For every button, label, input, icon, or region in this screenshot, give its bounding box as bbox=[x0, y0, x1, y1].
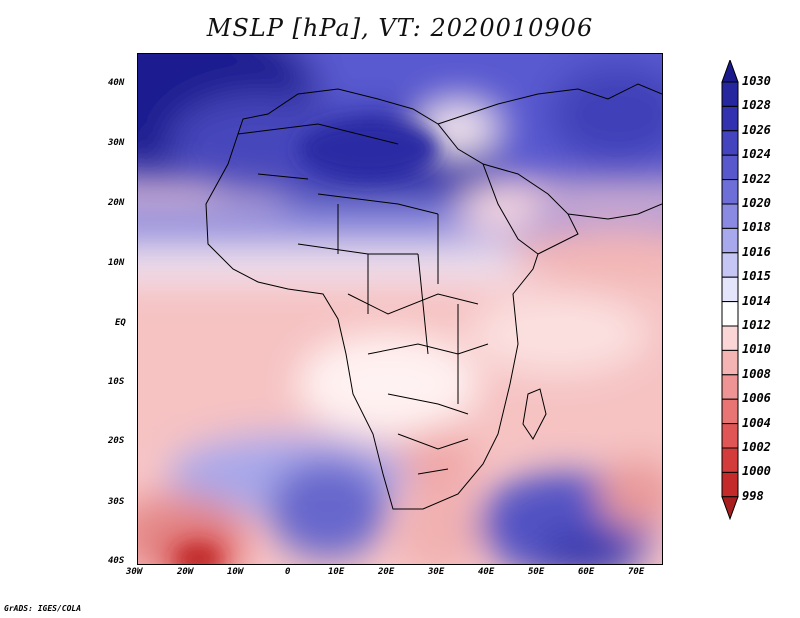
colorbar-tick-label: 1016 bbox=[742, 244, 771, 259]
colorbar-tick-label: 1012 bbox=[742, 318, 771, 332]
map-title: MSLP [hPa], VT: 2020010906 bbox=[206, 14, 594, 42]
lon-tick-label: 30E bbox=[428, 567, 445, 577]
colorbar-segment bbox=[721, 301, 739, 327]
colorbar-segment bbox=[721, 374, 739, 400]
lon-tick-label: 30W bbox=[126, 567, 143, 577]
colorbar-segment bbox=[721, 349, 739, 376]
colorbar-segment bbox=[721, 447, 739, 473]
colorbar-tick-label: 1020 bbox=[742, 196, 771, 210]
lat-tick-label: 30S bbox=[108, 497, 125, 507]
colorbar-tick-label: 1002 bbox=[742, 440, 771, 454]
colorbar-tick-label: 1004 bbox=[742, 415, 771, 430]
coastlines-and-borders bbox=[205, 83, 662, 510]
lon-tick-label: 40E bbox=[478, 567, 495, 577]
mslp-map-panel bbox=[137, 53, 663, 565]
colorbar-tick-label: 1000 bbox=[742, 464, 771, 479]
lat-tick-label: EQ bbox=[115, 318, 126, 328]
colorbar-tick-label: 1022 bbox=[742, 171, 771, 186]
colorbar-segment bbox=[721, 252, 739, 278]
colorbar-segment bbox=[721, 227, 739, 254]
pressure-field-shading bbox=[138, 54, 662, 564]
lat-tick-label: 20S bbox=[108, 436, 125, 446]
colorbar-tick-label: 1024 bbox=[742, 147, 771, 162]
colorbar-tick-label: 1026 bbox=[742, 122, 771, 137]
colorbar-tick-label: 1028 bbox=[742, 98, 771, 113]
colorbar-segment bbox=[721, 276, 739, 303]
lon-tick-label: 10E bbox=[328, 567, 345, 577]
colorbar-tick-label: 1014 bbox=[742, 293, 771, 308]
colorbar-segment bbox=[721, 398, 739, 425]
colorbar-tick-label: 1018 bbox=[742, 220, 771, 235]
colorbar-segment bbox=[721, 203, 739, 229]
colorbar-segment bbox=[721, 471, 739, 498]
lon-tick-label: 0 bbox=[285, 567, 291, 577]
colorbar-tick-label: 1010 bbox=[742, 342, 771, 357]
grads-credit: GrADS: IGES/COLA bbox=[4, 604, 82, 613]
lon-tick-label: 50E bbox=[528, 567, 545, 577]
colorbar-segment bbox=[721, 179, 739, 205]
lon-tick-label: 20E bbox=[378, 567, 395, 577]
colorbar-tick-label: 1008 bbox=[742, 366, 771, 381]
lat-tick-label: 30N bbox=[108, 138, 125, 148]
colorbar-bottom-arrow bbox=[721, 496, 739, 521]
colorbar-tick-label: 1006 bbox=[742, 391, 771, 406]
lon-tick-label: 60E bbox=[578, 567, 595, 577]
colorbar-segment bbox=[721, 423, 739, 449]
colorbar-tick-label: 998 bbox=[742, 488, 764, 503]
pressure-colorbar bbox=[721, 60, 739, 521]
pressure-field-detail bbox=[176, 119, 438, 564]
colorbar-tick-label: 1030 bbox=[742, 74, 771, 88]
lat-tick-label: 10N bbox=[108, 258, 125, 268]
lon-tick-label: 70E bbox=[628, 567, 645, 577]
colorbar-segment bbox=[721, 81, 739, 107]
lon-tick-label: 20W bbox=[177, 567, 194, 577]
mslp-field-map bbox=[138, 54, 662, 564]
colorbar-tick-label: 1015 bbox=[742, 269, 771, 284]
colorbar-top-arrow bbox=[721, 60, 739, 83]
colorbar-segment bbox=[721, 154, 739, 181]
lon-tick-label: 10W bbox=[227, 567, 244, 577]
lat-tick-label: 10S bbox=[108, 377, 125, 387]
colorbar-segment bbox=[721, 105, 739, 132]
lat-tick-label: 40S bbox=[108, 556, 125, 566]
colorbar-segment bbox=[721, 325, 739, 351]
colorbar-segment bbox=[721, 130, 739, 156]
lat-tick-label: 40N bbox=[108, 78, 125, 88]
lat-tick-label: 20N bbox=[108, 198, 125, 208]
